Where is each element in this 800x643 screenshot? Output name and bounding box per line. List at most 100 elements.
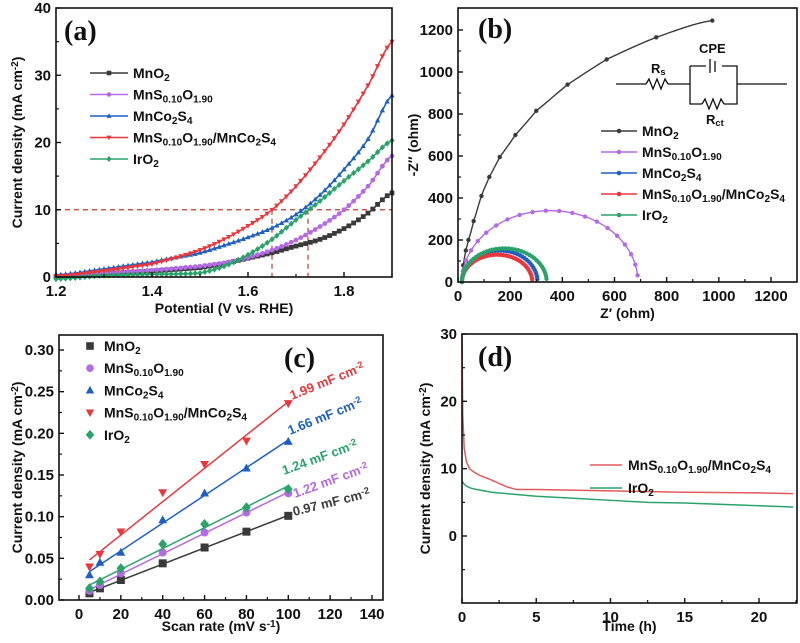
data-point [95,550,105,559]
data-point [360,143,366,149]
data-point [274,232,280,239]
data-point [134,271,141,278]
data-point [384,140,390,147]
data-point [288,220,294,227]
legend-marker [85,385,95,394]
y-tick-label: 800 [428,106,453,123]
legend-label: MnO2 [133,65,170,84]
data-point [605,225,610,231]
data-point [356,217,361,223]
data-point [350,107,357,113]
data-point [283,224,290,231]
data-point [298,208,304,213]
data-point [346,115,352,120]
data-point [336,172,342,177]
data-point [250,232,256,238]
x-tick-label: 0 [75,606,83,623]
legend-item: MnO2 [86,338,141,357]
legend-item: IrO2 [590,480,654,499]
data-point [284,242,289,247]
data-point [336,129,342,135]
data-point [149,262,155,268]
data-point [365,83,371,89]
legend-item: MnCo2S4 [601,165,702,184]
y-tick-label: 0.15 [25,467,54,484]
data-point [85,583,94,594]
panel-b: 0 200 400 600 800 1000 1200 0 200 400 600 800 1000 12… [405,7,798,321]
data-point [240,226,246,232]
data-point [245,223,251,229]
data-point [350,155,357,161]
legend-item: MnS0.10O1.90 [86,360,184,379]
data-point [283,194,290,200]
data-point [274,222,280,228]
data-point [278,220,285,226]
data-point [163,258,170,264]
x-tick-label: 20 [113,606,130,623]
data-point [293,243,299,249]
data-point [370,153,376,161]
data-point [384,45,390,51]
data-point [216,239,222,245]
data-point [322,235,328,240]
data-point [322,149,328,154]
x-tick-label: 1.8 [334,283,355,300]
data-point [259,214,266,220]
data-point [230,259,237,266]
x-tick-label: 5 [532,609,540,626]
data-point [200,460,209,469]
y-tick-label: 0 [445,274,453,291]
x-axis-label: Potential (V vs. RHE) [155,300,293,316]
legend-label: MnS0.10O1.90/MnCo2S4 [642,186,785,205]
data-point [202,268,208,276]
legend-label: MnO2 [104,338,141,357]
series-MnS010O190 [459,208,640,285]
data-point [178,270,184,278]
data-point [346,173,352,181]
data-point [144,271,150,278]
data-point [242,437,251,446]
data-point [484,230,489,235]
data-point [326,189,333,197]
series-IrO2 [461,480,794,508]
y-axis-label: Current density (mA cm-2) [9,57,25,229]
data-point [250,221,256,226]
legend-marker [86,342,94,350]
circuit-label-cpe: CPE [699,41,726,56]
data-point [317,192,323,197]
circuit-label-rct: Rct [706,112,724,128]
data-point [106,268,112,274]
resistor-rs-icon [645,77,669,91]
y-tick-label: 20 [440,393,457,410]
cpe-gap [706,60,722,72]
data-point [139,263,146,269]
x-tick-label: 20 [751,609,768,626]
data-point [197,269,203,277]
data-point [355,149,362,155]
y-tick-label: 0.05 [25,550,54,567]
data-point [95,557,105,566]
data-point [207,262,213,268]
data-point [374,148,381,156]
data-point [312,196,318,202]
data-point [91,270,98,276]
legend-label: MnS0.10O1.90/MnCo2S4 [628,457,771,476]
data-point [317,224,323,229]
data-point [614,233,620,239]
data-point [365,210,371,216]
data-point [269,225,275,230]
data-point [197,263,203,269]
legend-item: IrO2 [90,151,159,170]
data-point [604,57,609,62]
data-point [466,237,471,243]
data-point [293,211,299,217]
data-point [250,248,256,256]
data-point [654,35,659,40]
data-point [365,136,371,142]
x-tick-label: 0 [454,288,462,305]
x-tick-label: 1.2 [46,283,67,300]
data-point [326,142,333,148]
data-point [242,527,251,536]
data-point [312,238,318,244]
data-point [187,270,194,277]
